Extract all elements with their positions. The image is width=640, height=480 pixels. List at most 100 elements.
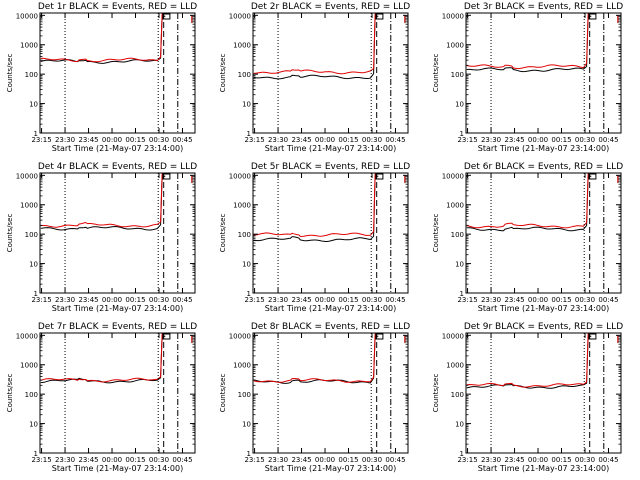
series-line: [466, 13, 592, 70]
x-axis-label: Start Time (21-May-07 23:14:00): [52, 304, 183, 313]
y-tick-label: 1: [34, 290, 38, 298]
series-line: [40, 335, 166, 384]
x-tick-label: 00:45: [598, 136, 618, 144]
x-tick-label: 00:00: [102, 296, 122, 304]
y-axis-label: Counts/sec: [219, 374, 227, 413]
x-tick-label: 00:30: [575, 296, 595, 304]
x-tick-label: 00:00: [528, 456, 548, 464]
y-tick-label: 1: [247, 290, 251, 298]
y-axis-label: Counts/sec: [432, 214, 440, 253]
y-tick-label: 1000: [446, 42, 464, 50]
y-tick-label: 10000: [442, 172, 464, 180]
y-tick-label: 1000: [446, 202, 464, 210]
y-tick-label: 1: [460, 290, 464, 298]
y-tick-label: 1000: [20, 202, 38, 210]
series-line: [466, 173, 592, 229]
y-tick-label: 1: [460, 450, 464, 458]
y-tick-label: 100: [238, 391, 251, 399]
y-tick-label: 10: [29, 261, 38, 269]
panel-title: Det 7r BLACK = Events, RED = LLD: [38, 322, 197, 332]
x-tick-label: 00:15: [338, 456, 358, 464]
x-tick-label: 23:30: [481, 136, 501, 144]
y-axis-label: Counts/sec: [432, 374, 440, 413]
y-axis-label: Counts/sec: [6, 374, 14, 413]
panel-title: Det 9r BLACK = Events, RED = LLD: [464, 322, 623, 332]
x-tick-label: 00:15: [125, 136, 145, 144]
x-tick-label: 23:45: [291, 296, 311, 304]
flag-box: [375, 333, 384, 340]
series-line: [40, 333, 166, 383]
y-tick-label: 10: [455, 101, 464, 109]
y-tick-label: 100: [238, 231, 251, 239]
detector-panel: Det 6r BLACK = Events, RED = LLD 1 10 100 10…: [432, 162, 623, 313]
series-line: [40, 173, 166, 228]
panel-title: Det 5r BLACK = Events, RED = LLD: [251, 162, 410, 172]
y-tick-label: 100: [451, 71, 464, 79]
series-line: [466, 175, 592, 232]
y-axis-label: Counts/sec: [432, 54, 440, 93]
y-tick-label: 10000: [442, 12, 464, 20]
y-tick-label: 100: [451, 231, 464, 239]
y-tick-label: 1000: [233, 202, 251, 210]
x-tick-label: 00:30: [575, 136, 595, 144]
flag-box: [588, 333, 597, 340]
x-axis-label: Start Time (21-May-07 23:14:00): [478, 144, 609, 153]
y-tick-label: 100: [25, 231, 38, 239]
x-tick-label: 23:15: [457, 456, 477, 464]
detector-panel: Det 2r BLACK = Events, RED = LLD 1 10 100 10…: [219, 2, 410, 153]
x-tick-label: 23:30: [55, 136, 75, 144]
y-tick-label: 10000: [229, 332, 251, 340]
x-axis-label: Start Time (21-May-07 23:14:00): [478, 464, 609, 473]
x-tick-label: 00:30: [149, 296, 169, 304]
x-tick-label: 00:30: [575, 456, 595, 464]
y-tick-label: 1: [34, 130, 38, 138]
y-tick-label: 10: [242, 421, 251, 429]
plot-frame: [465, 12, 622, 134]
detector-panel: Det 7r BLACK = Events, RED = LLD 1 10 100 10…: [6, 322, 197, 473]
x-tick-label: 00:15: [338, 136, 358, 144]
y-tick-label: 10000: [442, 332, 464, 340]
series-line: [466, 15, 592, 73]
flag-box: [588, 173, 597, 180]
x-tick-label: 23:30: [268, 456, 288, 464]
flag-box: [162, 13, 171, 20]
x-tick-label: 00:30: [362, 296, 382, 304]
flag-box: [162, 173, 171, 180]
plot-frame: [39, 332, 196, 454]
flag-box: [588, 13, 597, 20]
series-line: [40, 175, 166, 231]
x-tick-label: 00:15: [125, 456, 145, 464]
x-tick-label: 23:45: [504, 136, 524, 144]
series-line: [40, 15, 166, 64]
x-tick-label: 00:30: [362, 136, 382, 144]
y-tick-label: 1000: [20, 42, 38, 50]
x-axis-label: Start Time (21-May-07 23:14:00): [265, 144, 396, 153]
y-tick-label: 10000: [16, 12, 38, 20]
x-tick-label: 00:00: [315, 456, 335, 464]
x-axis-label: Start Time (21-May-07 23:14:00): [52, 464, 183, 473]
y-tick-label: 10: [242, 261, 251, 269]
panel-title: Det 1r BLACK = Events, RED = LLD: [38, 2, 197, 12]
x-tick-label: 23:30: [481, 456, 501, 464]
x-tick-label: 00:15: [125, 296, 145, 304]
detector-panel: Det 1r BLACK = Events, RED = LLD 1 10 100 10…: [6, 2, 197, 153]
series-line: [253, 335, 379, 384]
x-tick-label: 00:15: [338, 296, 358, 304]
detector-panel: Det 9r BLACK = Events, RED = LLD 1 10 100 10…: [432, 322, 623, 473]
y-axis-label: Counts/sec: [6, 214, 14, 253]
y-tick-label: 1000: [233, 362, 251, 370]
x-tick-label: 23:15: [244, 456, 264, 464]
panel-title: Det 4r BLACK = Events, RED = LLD: [38, 162, 197, 172]
detector-panel: Det 3r BLACK = Events, RED = LLD 1 10 100 10…: [432, 2, 623, 153]
x-tick-label: 00:15: [551, 136, 571, 144]
x-tick-label: 23:15: [244, 296, 264, 304]
panel-title: Det 6r BLACK = Events, RED = LLD: [464, 162, 623, 172]
y-tick-label: 10000: [229, 12, 251, 20]
x-axis-label: Start Time (21-May-07 23:14:00): [265, 304, 396, 313]
x-tick-label: 00:00: [102, 456, 122, 464]
plot-frame: [252, 332, 409, 454]
y-tick-label: 1000: [446, 362, 464, 370]
series-line: [253, 13, 379, 75]
series-line: [466, 333, 592, 388]
